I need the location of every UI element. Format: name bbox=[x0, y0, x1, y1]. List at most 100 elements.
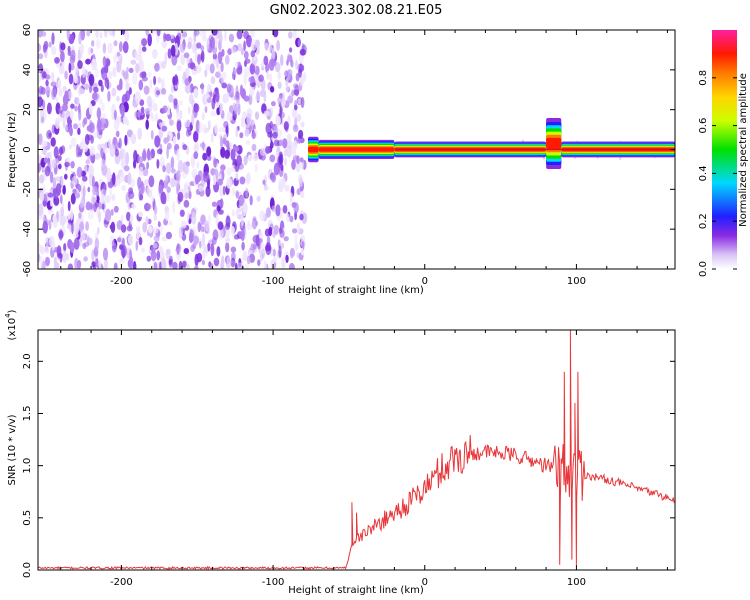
noise-blob bbox=[300, 248, 304, 256]
noise-blob bbox=[201, 242, 206, 249]
noise-blob bbox=[225, 140, 230, 148]
noise-blob bbox=[57, 155, 62, 162]
noise-blob bbox=[189, 58, 193, 66]
noise-blob bbox=[264, 42, 269, 51]
noise-blob bbox=[205, 37, 210, 51]
noise-blob bbox=[131, 203, 136, 209]
noise-blob bbox=[83, 117, 88, 125]
noise-blob bbox=[123, 165, 130, 172]
x-tick-label: 0 bbox=[422, 276, 428, 287]
noise-blob bbox=[291, 202, 297, 208]
noise-blob bbox=[104, 257, 108, 269]
noise-blob bbox=[73, 232, 79, 238]
noise-blob bbox=[146, 203, 152, 210]
noise-blob bbox=[254, 163, 258, 173]
noise-blob bbox=[101, 203, 105, 210]
noise-blob bbox=[268, 226, 273, 237]
noise-blob bbox=[67, 263, 74, 269]
noise-blob bbox=[251, 143, 257, 152]
noise-blob bbox=[185, 129, 191, 137]
noise-blob bbox=[162, 165, 166, 173]
noise-blob bbox=[136, 230, 141, 240]
noise-blob bbox=[70, 137, 77, 148]
noise-blob bbox=[167, 48, 172, 59]
noise-blob bbox=[194, 103, 200, 113]
noise-blob bbox=[296, 222, 300, 235]
noise-blob bbox=[128, 187, 134, 195]
noise-blob bbox=[215, 90, 220, 103]
noise-blob bbox=[89, 153, 96, 162]
noise-blob bbox=[116, 84, 123, 91]
noise-blob bbox=[164, 209, 170, 221]
noise-blob bbox=[77, 75, 81, 86]
noise-blob bbox=[138, 43, 142, 57]
noise-blob bbox=[212, 52, 217, 61]
noise-blob bbox=[193, 88, 199, 99]
noise-blob bbox=[109, 144, 116, 158]
noise-blob bbox=[250, 38, 257, 52]
noise-blob bbox=[245, 187, 249, 199]
noise-blob bbox=[619, 157, 622, 160]
noise-blob bbox=[170, 44, 176, 57]
noise-blob bbox=[151, 99, 155, 105]
noise-blob bbox=[177, 160, 184, 173]
noise-blob bbox=[154, 135, 161, 148]
noise-blob bbox=[300, 96, 305, 109]
noise-blob bbox=[162, 105, 168, 114]
noise-blob bbox=[121, 185, 126, 191]
noise-blob bbox=[259, 242, 266, 254]
noise-blob bbox=[204, 69, 208, 78]
noise-blob bbox=[285, 77, 289, 87]
noise-blob bbox=[76, 218, 81, 225]
noise-blob bbox=[235, 126, 238, 138]
noise-blob bbox=[297, 38, 301, 48]
noise-blob bbox=[139, 99, 145, 106]
noise-blob bbox=[73, 221, 80, 235]
noise-blob bbox=[153, 261, 158, 269]
y-tick-label: -60 bbox=[22, 261, 33, 277]
noise-blob bbox=[112, 30, 116, 37]
noise-blob bbox=[98, 259, 102, 269]
noise-blob bbox=[99, 32, 103, 39]
noise-blob bbox=[154, 62, 160, 72]
noise-blob bbox=[149, 79, 153, 89]
noise-blob bbox=[172, 136, 177, 145]
noise-blob bbox=[263, 110, 270, 117]
noise-blob bbox=[65, 252, 70, 261]
noise-blob bbox=[128, 256, 134, 269]
noise-blob bbox=[95, 152, 101, 160]
noise-blob bbox=[210, 76, 216, 84]
noise-blob bbox=[100, 159, 106, 168]
noise-blob bbox=[221, 169, 225, 181]
noise-blob bbox=[96, 226, 100, 235]
noise-blob bbox=[269, 73, 272, 83]
noise-blob bbox=[165, 162, 172, 174]
noise-blob bbox=[106, 172, 111, 183]
noise-blob bbox=[283, 148, 288, 157]
signal-band bbox=[546, 137, 562, 150]
noise-blob bbox=[141, 46, 147, 52]
noise-blob bbox=[153, 205, 158, 215]
noise-blob bbox=[205, 185, 211, 198]
noise-blob bbox=[85, 58, 91, 65]
noise-blob bbox=[55, 96, 59, 103]
noise-blob bbox=[176, 118, 182, 132]
noise-blob bbox=[291, 159, 296, 170]
noise-blob bbox=[45, 85, 51, 96]
noise-blob bbox=[152, 103, 158, 112]
noise-blob bbox=[157, 221, 161, 228]
noise-blob bbox=[69, 54, 76, 64]
noise-blob bbox=[77, 122, 82, 129]
noise-blob bbox=[165, 33, 172, 42]
noise-blob bbox=[103, 64, 109, 74]
noise-blob bbox=[161, 125, 168, 132]
noise-blob bbox=[207, 84, 213, 93]
noise-blob bbox=[77, 60, 83, 70]
noise-blob bbox=[290, 59, 294, 68]
noise-blob bbox=[171, 168, 176, 174]
noise-blob bbox=[130, 59, 137, 65]
noise-blob bbox=[252, 119, 255, 126]
noise-blob bbox=[250, 50, 256, 58]
noise-blob bbox=[182, 162, 188, 171]
noise-blob bbox=[156, 30, 161, 37]
